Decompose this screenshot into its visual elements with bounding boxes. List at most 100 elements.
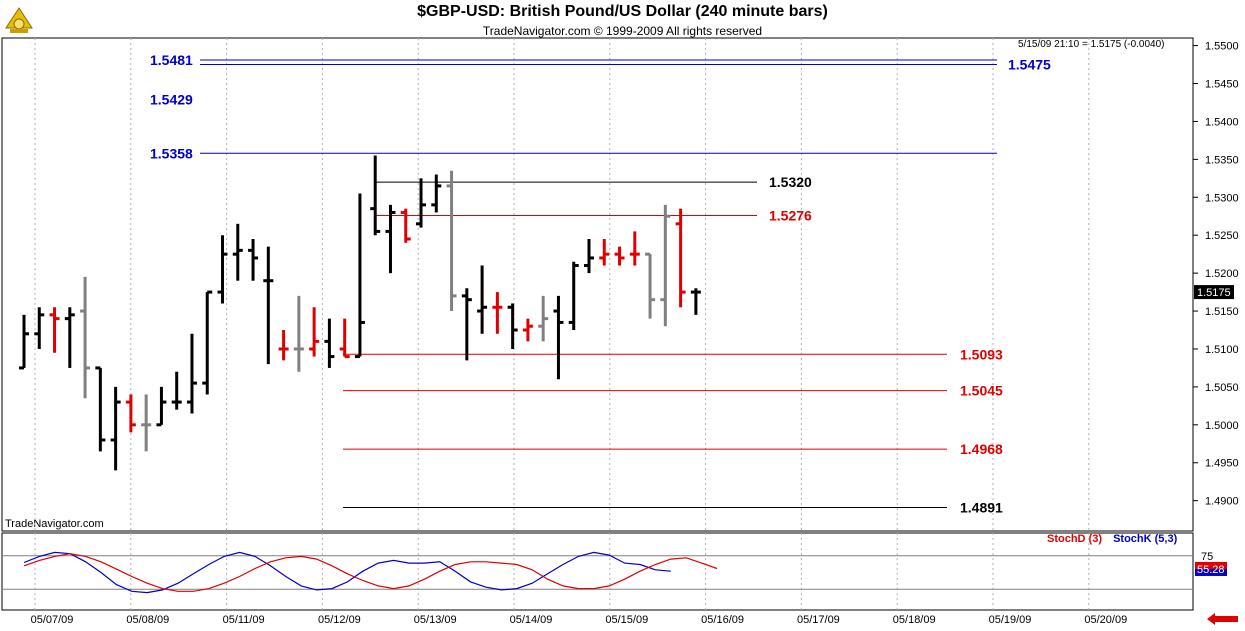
ohlc-bar [553, 295, 564, 380]
price-panel-border [1, 37, 1194, 532]
x-tick-label: 05/11/09 [223, 614, 265, 626]
ohlc-bar [186, 333, 197, 414]
stoch-d-legend: StochD (3) [1047, 533, 1102, 545]
scroll-left-arrow-icon [1207, 613, 1238, 625]
x-tick-label: 05/17/09 [797, 614, 840, 626]
ohlc-bar [629, 231, 640, 266]
x-tick-label: 05/12/09 [318, 614, 361, 626]
x-tick-label: 05/16/09 [701, 614, 744, 626]
sextant-logo-icon [5, 7, 33, 33]
ohlc-bar [416, 178, 427, 228]
y-tick-label: 1.5050 [1205, 382, 1239, 394]
y-tick-label: 1.5000 [1205, 420, 1239, 432]
ohlc-bar [339, 318, 350, 359]
x-tick-label: 05/13/09 [414, 614, 457, 626]
ohlc-bar [431, 174, 442, 213]
ohlc-bar [293, 295, 304, 372]
ohlc-bar [660, 204, 671, 327]
ohlc-bar [354, 193, 365, 359]
ohlc-bar [64, 307, 75, 368]
ohlc-bar [583, 238, 594, 274]
y-tick-label: 1.5350 [1205, 154, 1239, 166]
ohlc-bar [248, 238, 259, 281]
ohlc-bar [507, 303, 518, 349]
ohlc-bar [125, 394, 136, 433]
ohlc-bar [156, 386, 167, 427]
ohlc-bar [232, 223, 243, 281]
ohlc-bar [171, 371, 182, 410]
level-label: 1.4891 [960, 499, 1003, 515]
ohlc-bar [324, 318, 335, 368]
watermark-text: TradeNavigator.com [5, 518, 104, 530]
y-tick-label: 1.5450 [1205, 79, 1239, 91]
ohlc-bar [614, 246, 625, 266]
level-label: 1.5358 [150, 145, 193, 161]
x-tick-label: 05/20/09 [1084, 614, 1127, 626]
y-tick-label: 1.5150 [1205, 306, 1239, 318]
level-label: 1.5276 [769, 207, 812, 223]
ohlc-bar [80, 276, 91, 399]
level-label: 1.5320 [769, 174, 812, 190]
x-tick-label: 05/15/09 [605, 614, 648, 626]
ohlc-bar [34, 307, 45, 349]
stoch-k-line [23, 551, 671, 594]
level-label: 1.5429 [150, 91, 193, 107]
x-tick-label: 05/19/09 [989, 614, 1032, 626]
stoch-level-label: 75 [1201, 551, 1213, 563]
ohlc-bar [19, 314, 29, 370]
ohlc-bar [202, 290, 213, 395]
y-tick-label: 1.5100 [1205, 344, 1239, 356]
last-price-box [1194, 285, 1234, 300]
x-tick-label: 05/18/09 [893, 614, 936, 626]
ohlc-bar [599, 238, 610, 266]
y-tick-label: 1.5200 [1205, 268, 1239, 280]
level-label: 1.5481 [150, 52, 193, 68]
stoch-value-box-d [1195, 561, 1227, 569]
ohlc-bar [675, 208, 686, 308]
indicator-panel-border [1, 532, 1194, 611]
stoch-d-line [23, 553, 718, 592]
ohlc-bar [385, 204, 396, 274]
ohlc-bar [309, 307, 320, 357]
last-price-label: 1.5175 [1197, 287, 1231, 299]
ohlc-bar [522, 318, 533, 342]
ohlc-bar [49, 307, 60, 353]
copyright-text: TradeNavigator.com © 1999-2009 All right… [482, 24, 763, 38]
ohlc-bar [400, 208, 411, 243]
ohlc-bar [141, 394, 152, 452]
level-label: 1.5045 [960, 383, 1003, 399]
chart-title: $GBP-USD: British Pound/US Dollar (240 m… [417, 3, 828, 20]
ohlc-bar [492, 292, 503, 334]
stoch-k-legend: StochK (5,3) [1113, 533, 1178, 545]
indicator-legend: StochD (3) StochK (5,3) [1047, 533, 1177, 545]
ohlc-bar [568, 261, 579, 331]
x-tick-label: 05/07/09 [31, 614, 74, 626]
y-tick-label: 1.5300 [1205, 192, 1239, 204]
ohlc-bar [217, 235, 228, 304]
stoch-value-label: 55.28 [1197, 564, 1225, 576]
x-tick-label: 05/14/09 [510, 614, 553, 626]
ohlc-bar [461, 288, 472, 361]
ohlc-bar [370, 155, 381, 236]
y-tick-label: 1.5400 [1205, 116, 1239, 128]
ohlc-bar [446, 170, 457, 312]
ohlc-bar [477, 265, 488, 334]
level-label: 1.5475 [1008, 57, 1051, 73]
x-tick-label: 05/08/09 [126, 614, 169, 626]
y-tick-label: 1.5500 [1205, 41, 1239, 53]
ohlc-bar [95, 366, 106, 452]
ohlc-bar [690, 288, 701, 315]
y-tick-label: 1.4900 [1205, 496, 1239, 508]
ohlc-bar [645, 252, 656, 319]
level-label: 1.5093 [960, 346, 1003, 362]
last-quote-text: 5/15/09 21:10 = 1.5175 (-0.0040) [1018, 39, 1165, 50]
level-label: 1.4968 [960, 441, 1003, 457]
ohlc-bar [278, 330, 289, 361]
ohlc-bar [110, 386, 121, 471]
ohlc-bar [263, 246, 274, 365]
y-tick-label: 1.5250 [1205, 230, 1239, 242]
y-tick-label: 1.4950 [1205, 458, 1239, 470]
ohlc-bar [538, 295, 549, 342]
